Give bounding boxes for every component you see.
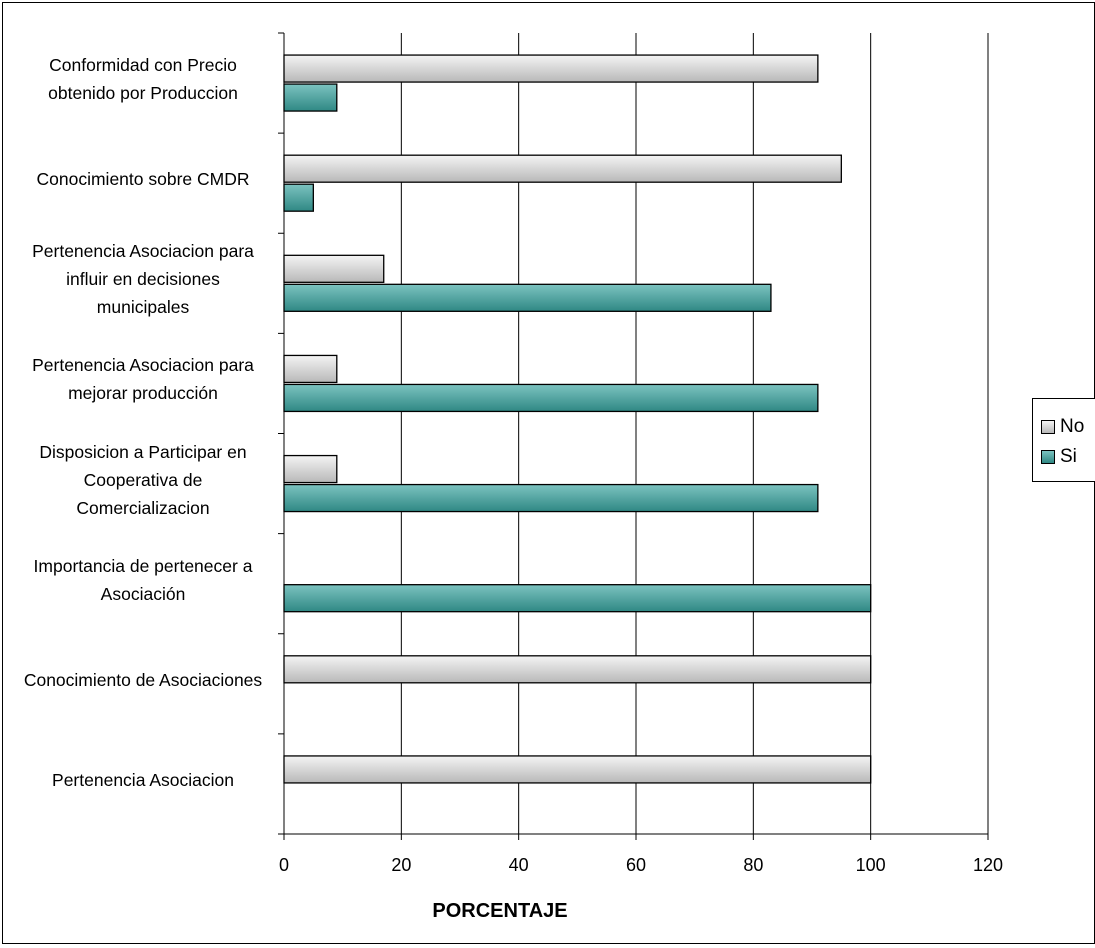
x-tick-label-120: 120 [972, 855, 1004, 875]
category-label-0: Conformidad con Precio obtenido por Prod… [48, 55, 238, 104]
gridlines [400, 33, 989, 834]
bar-si-1 [283, 183, 314, 212]
bar-no-4 [283, 454, 338, 484]
bar-si-2 [283, 283, 772, 312]
x-tick-label-60: 60 [625, 855, 647, 875]
bar-no-1 [283, 154, 842, 183]
axes [278, 32, 989, 840]
category-label-6: Conocimiento de Asociaciones [23, 669, 263, 690]
bar-si-3 [283, 383, 819, 413]
category-label-3: Pertenencia Asociacion para mejorar prod… [32, 355, 254, 404]
x-tick-label-80: 80 [743, 855, 764, 875]
bar-no-7 [283, 755, 872, 784]
legend-swatch-no [1041, 420, 1055, 434]
bars [283, 54, 872, 784]
legend-swatch-si [1041, 450, 1055, 464]
x-tick-label-20: 20 [391, 855, 412, 875]
category-label-1: Conocimiento sobre CMDR [36, 169, 250, 190]
category-label-7: Pertenencia Asociacion [52, 769, 234, 790]
legend-label-si: Si [1060, 446, 1077, 467]
bar-si-5 [283, 584, 872, 613]
bar-no-3 [283, 354, 338, 384]
bar-no-6 [283, 655, 872, 684]
bar-no-2 [283, 254, 385, 283]
legend-label-no: No [1060, 416, 1085, 437]
category-label-5: Importancia de pertenecer a Asociación [33, 555, 253, 604]
legend: No Si [1032, 398, 1095, 482]
bar-si-4 [283, 483, 819, 513]
category-label-2: Pertenencia Asociacion para influir en d… [32, 241, 254, 318]
bar-si-0 [283, 83, 338, 112]
x-tick-label-40: 40 [508, 855, 529, 875]
x-tick-label-0: 0 [278, 855, 290, 875]
x-tick-label-100: 100 [855, 855, 886, 875]
bar-no-0 [283, 54, 819, 83]
category-label-4: Disposicion a Participar en Cooperativa … [39, 441, 247, 518]
x-axis-title: PORCENTAJE [432, 900, 568, 922]
